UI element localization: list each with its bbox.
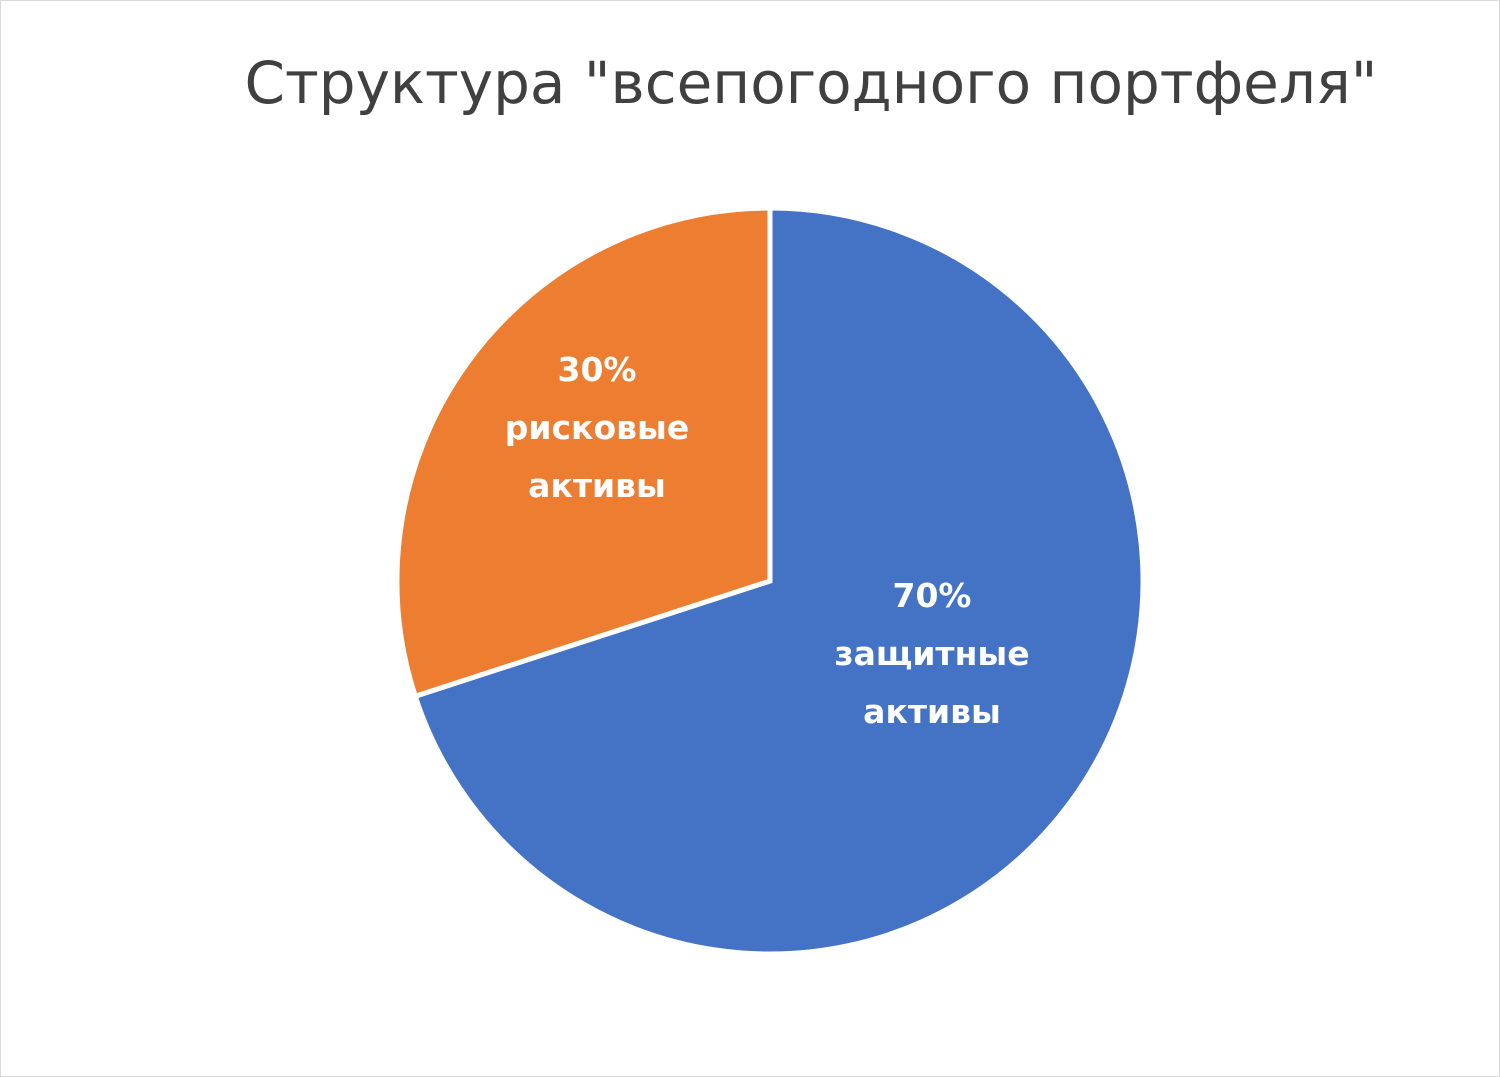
data-label-percent-1: 70%	[893, 576, 972, 615]
data-label-line1-1: защитные	[834, 634, 1029, 673]
data-label-line2-1: активы	[863, 692, 1001, 731]
data-label-percent-2: 30%	[558, 350, 637, 389]
data-label-line2-2: активы	[528, 466, 666, 505]
chart-title: Структура "всепогодного портфеля"	[244, 49, 1378, 117]
data-label-line1-2: рисковые	[505, 408, 689, 447]
pie-slice-1	[412, 205, 1146, 957]
pie-slice-2	[394, 205, 773, 700]
